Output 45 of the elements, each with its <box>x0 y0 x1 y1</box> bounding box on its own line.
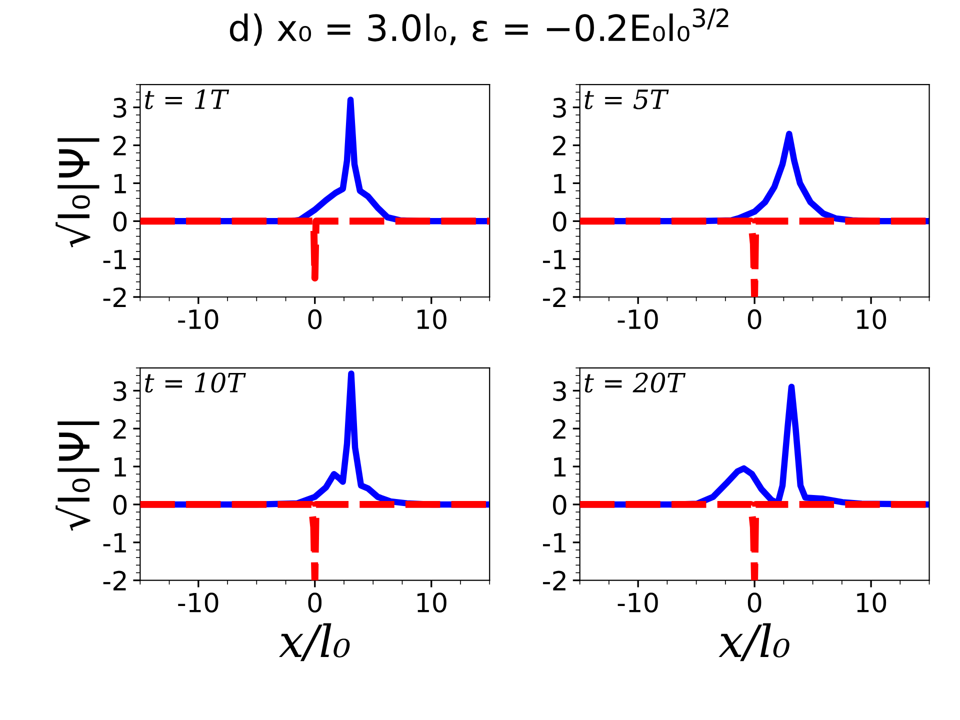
x-tick-label: 10 <box>857 592 886 613</box>
x-tick-label: 10 <box>417 592 446 613</box>
x-tick-label: -10 <box>618 592 658 613</box>
y-tick-label: 2 <box>114 136 126 156</box>
y-tick-label: 3 <box>114 381 126 402</box>
y-tick-label: 3 <box>553 381 566 402</box>
y-tick-label: 3 <box>553 98 566 118</box>
y-tick-label: 0 <box>552 494 566 515</box>
x-tick-label: 10 <box>417 309 446 330</box>
x-tick-label: -10 <box>178 309 218 330</box>
annotation: t = 20T <box>584 372 686 393</box>
y-tick-label: -1 <box>543 250 566 270</box>
y-tick-label: -2 <box>543 287 566 308</box>
y-tick-label: 1 <box>114 174 126 194</box>
y-tick-label: -1 <box>103 250 126 270</box>
y-tick-label: -2 <box>103 570 126 590</box>
y-tick-label: -1 <box>103 533 126 552</box>
annotation: t = 1T <box>145 89 230 110</box>
y-tick-label: 0 <box>113 494 127 515</box>
x-tick-label: 0 <box>748 592 762 613</box>
y-tick-label: 0 <box>113 212 127 232</box>
y-tick-label: 2 <box>553 136 566 156</box>
x-axis-title: x/l₀ <box>278 623 350 662</box>
x-tick-label: 0 <box>308 592 322 613</box>
x-tick-label: 0 <box>308 309 322 330</box>
x-tick-label: -10 <box>618 309 658 330</box>
y-tick-label: -2 <box>103 287 126 308</box>
y-tick-label: 2 <box>553 419 566 439</box>
y-tick-label: 3 <box>114 98 126 118</box>
annotation: t = 10T <box>145 372 246 393</box>
y-tick-label: 0 <box>552 212 566 232</box>
y-axis-title: √l₀|Ψ| <box>56 138 100 248</box>
x-axis-title: x/l₀ <box>718 623 790 662</box>
x-tick-label: 0 <box>748 309 762 330</box>
y-tick-label: 1 <box>554 457 566 477</box>
x-tick-label: 10 <box>857 309 886 330</box>
x-tick-label: -10 <box>178 592 218 613</box>
y-tick-label: 2 <box>114 419 126 439</box>
y-tick-label: -2 <box>543 570 566 590</box>
y-axis-title: √l₀|Ψ| <box>56 422 100 531</box>
annotation: t = 5T <box>584 90 669 110</box>
y-tick-label: 1 <box>554 174 566 194</box>
chart-title: d) x₀ = 3.0l₀, ε = −0.2E₀l₀$^{3/2}$ <box>230 8 728 46</box>
y-tick-label: -1 <box>543 533 566 552</box>
y-tick-label: 1 <box>114 457 126 477</box>
